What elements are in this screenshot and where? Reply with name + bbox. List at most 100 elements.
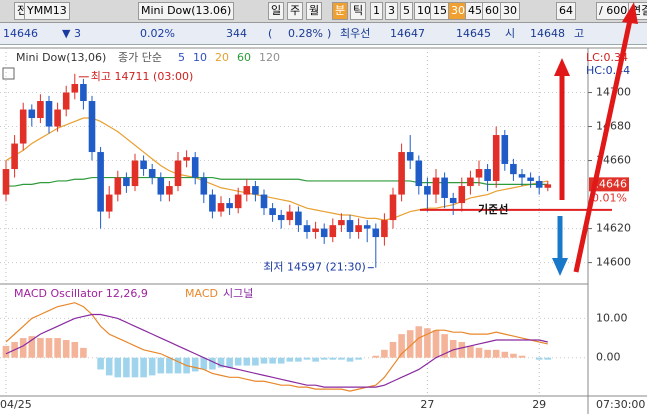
info-item[interactable]: 0.02% bbox=[140, 27, 175, 40]
oscillator-bar bbox=[432, 330, 440, 358]
info-item[interactable]: 14646 bbox=[3, 27, 38, 40]
oscillator-bar bbox=[234, 357, 242, 366]
oscillator-bar bbox=[544, 357, 552, 360]
oscillator-bar bbox=[243, 357, 251, 366]
toolbar-button[interactable]: 30 bbox=[500, 2, 520, 20]
grid-icon bbox=[2, 67, 15, 80]
oscillator-bar bbox=[157, 357, 165, 374]
oscillator-bar bbox=[510, 353, 517, 358]
toolbar-button[interactable]: 1 bbox=[370, 2, 383, 20]
candle-body bbox=[11, 143, 18, 170]
oscillator-bar bbox=[54, 338, 61, 358]
legend-entry: 60 bbox=[237, 51, 251, 64]
oscillator-bar bbox=[19, 338, 27, 358]
oscillator-bar bbox=[415, 326, 423, 358]
toolbar-button[interactable]: 10 bbox=[414, 2, 434, 20]
info-item: 최우선 bbox=[340, 27, 371, 40]
oscillator-bar bbox=[286, 357, 294, 362]
oscillator-bar bbox=[518, 355, 526, 358]
candle-body bbox=[123, 177, 130, 187]
oscillator-bar bbox=[148, 357, 156, 376]
candle-body bbox=[260, 194, 268, 209]
oscillator-bar bbox=[37, 338, 44, 358]
toolbar-button[interactable]: Mini Dow(13.06) bbox=[138, 2, 235, 20]
oscillator-bar bbox=[62, 340, 70, 358]
x-tick-label: 04/25 bbox=[0, 398, 32, 411]
toolbar-button[interactable]: 월 bbox=[306, 2, 323, 20]
oscillator-bar bbox=[389, 341, 397, 358]
oscillator-bar bbox=[105, 357, 113, 376]
candle-body bbox=[19, 109, 27, 144]
toolbar-button[interactable]: 틱 bbox=[350, 2, 367, 20]
toolbar-button[interactable]: YMM13 bbox=[24, 2, 70, 20]
toolbar-button[interactable]: 30 bbox=[448, 2, 468, 20]
toolbar-button[interactable]: 60 bbox=[482, 2, 502, 20]
y-tick-label: 14660 bbox=[596, 154, 631, 167]
info-item[interactable]: 3 bbox=[74, 27, 81, 40]
oscillator-bar bbox=[535, 357, 543, 360]
legend-entry: 120 bbox=[259, 51, 280, 64]
candle-body bbox=[243, 186, 251, 195]
info-item: 14648 bbox=[530, 27, 565, 40]
oscillator-bar bbox=[355, 357, 362, 360]
oscillator-bar bbox=[140, 357, 147, 378]
candle-body bbox=[363, 225, 371, 229]
candle-body bbox=[475, 169, 483, 178]
candle-body bbox=[441, 177, 448, 198]
candle-body bbox=[346, 220, 354, 232]
legend-entry: 5 bbox=[178, 51, 185, 64]
candle-body bbox=[200, 177, 208, 195]
candle-body bbox=[105, 194, 113, 212]
info-item[interactable]: ▼ bbox=[62, 27, 71, 40]
legend-entry: MACD bbox=[185, 287, 218, 300]
current-price-box bbox=[589, 177, 629, 192]
oscillator-bar bbox=[174, 357, 182, 374]
candle-body bbox=[252, 186, 259, 195]
oscillator-bar bbox=[217, 357, 225, 368]
corner-label: HC:0.44 bbox=[586, 64, 630, 77]
candle-body bbox=[415, 160, 423, 187]
toolbar: 전 YMM13 Mini Dow(13.06) 일 주 월 분 틱 1 3 5 10 15 30 45 60 3… bbox=[0, 0, 647, 23]
oscillator-bar bbox=[406, 330, 414, 358]
candle-body bbox=[140, 160, 147, 170]
y-tick-label: 14600 bbox=[596, 256, 631, 269]
oscillator-bar bbox=[260, 357, 268, 364]
legend-entry: 시그널 bbox=[223, 287, 253, 300]
oscillator-bar bbox=[200, 357, 208, 370]
candle-body bbox=[518, 174, 526, 178]
toolbar-button[interactable]: 3 bbox=[385, 2, 398, 20]
toolbar-button[interactable]: 5 bbox=[400, 2, 413, 20]
oscillator-bar bbox=[381, 349, 388, 358]
legend-entry: 10 bbox=[193, 51, 207, 64]
oscillator-bar bbox=[449, 340, 457, 358]
candle-body bbox=[320, 228, 328, 238]
candle-body bbox=[467, 177, 474, 187]
candle-body bbox=[277, 214, 285, 221]
candle-body bbox=[338, 220, 345, 226]
oscillator-bar bbox=[492, 349, 500, 358]
toolbar-button[interactable]: 주 bbox=[287, 2, 304, 20]
candle-body bbox=[458, 186, 466, 204]
toolbar-button[interactable]: 분 bbox=[332, 2, 349, 20]
oscillator-bar bbox=[114, 357, 122, 378]
candle-body bbox=[295, 211, 302, 226]
candle-body bbox=[535, 180, 543, 188]
toolbar-button[interactable]: / 600 bbox=[596, 2, 631, 20]
info-item: ( bbox=[268, 27, 273, 40]
chart-title: Mini Dow(13,06) bbox=[16, 51, 106, 64]
current-price: 14646 bbox=[592, 177, 627, 190]
oscillator-bar bbox=[71, 341, 79, 358]
oscillator-bar bbox=[398, 334, 405, 358]
oscillator-bar bbox=[484, 349, 491, 358]
oscillator-bar bbox=[295, 357, 302, 362]
toolbar-button[interactable]: 15 bbox=[430, 2, 450, 20]
ma-line bbox=[6, 176, 548, 187]
toolbar-button[interactable]: 일 bbox=[268, 2, 285, 20]
info-item: 14645 bbox=[456, 27, 491, 40]
oscillator-bar bbox=[320, 357, 328, 360]
candle-body bbox=[381, 220, 388, 238]
oscillator-bar bbox=[252, 357, 259, 366]
candle-body bbox=[432, 177, 440, 195]
toolbar-button[interactable]: 64 bbox=[556, 2, 576, 20]
